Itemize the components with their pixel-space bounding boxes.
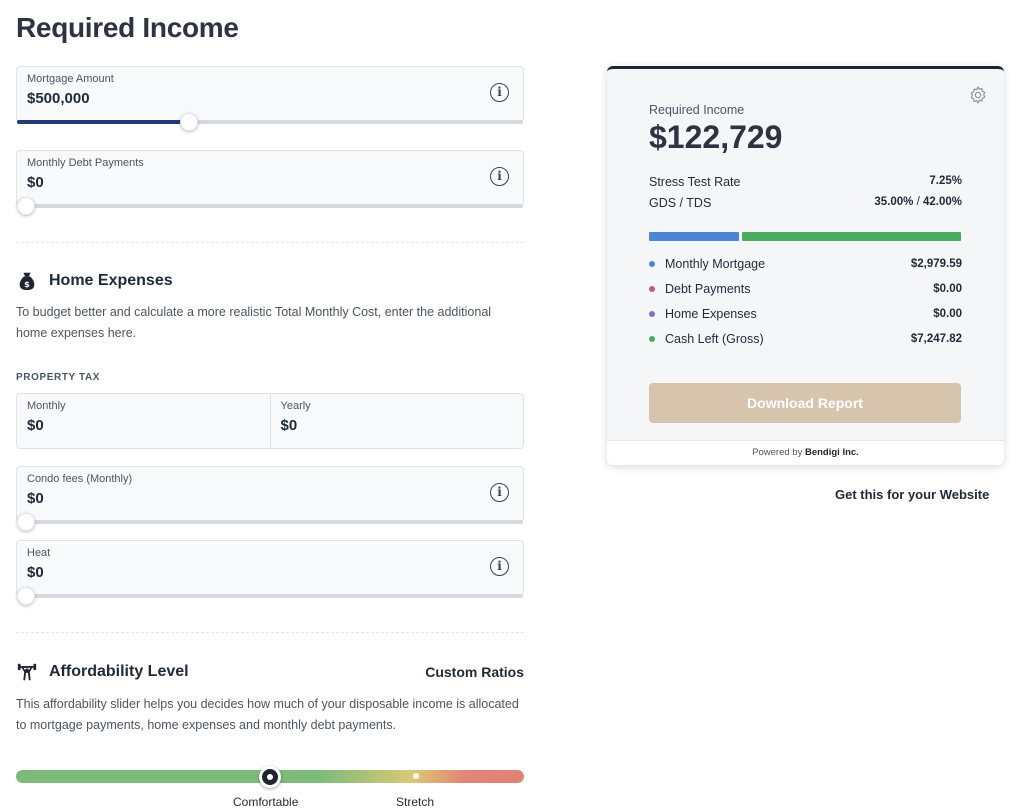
heat-value[interactable]: $0 xyxy=(27,564,44,581)
stretch-marker[interactable] xyxy=(413,773,419,779)
comfortable-label: Comfortable xyxy=(233,795,299,809)
stretch-label: Stretch xyxy=(396,795,435,809)
home-expenses-description: To budget better and calculate a more re… xyxy=(16,305,492,340)
page-title: Required Income xyxy=(16,12,239,43)
info-icon[interactable]: i xyxy=(490,483,509,502)
gds-value: 35.00% xyxy=(874,196,914,208)
mortgage-slider-thumb[interactable] xyxy=(180,113,199,131)
budget-bar-segment-0 xyxy=(649,232,739,241)
property-tax-yearly-label: Yearly xyxy=(280,400,311,412)
home-expenses-heading: $ Home Expenses xyxy=(16,270,173,292)
section-divider xyxy=(16,242,524,243)
stress-test-label: Stress Test Rate xyxy=(649,175,741,189)
monthly-debt-slider-thumb[interactable] xyxy=(17,197,35,215)
legend-row-home-expenses: Home Expenses $0.00 xyxy=(649,307,962,321)
powered-by-prefix: Powered by xyxy=(752,447,803,458)
monthly-debt-field[interactable]: Monthly Debt Payments $0 i xyxy=(16,150,524,215)
property-tax-fields: Monthly $0 Yearly $0 xyxy=(16,393,524,449)
affordability-slider-thumb[interactable] xyxy=(259,766,281,788)
heat-field[interactable]: Heat $0 i xyxy=(16,540,524,605)
gds-tds-label: GDS / TDS xyxy=(649,196,712,210)
legend-value: $0.00 xyxy=(933,283,962,295)
heat-slider[interactable] xyxy=(17,587,523,605)
legend-dot xyxy=(649,286,655,292)
mortgage-amount-value[interactable]: $500,000 xyxy=(27,90,90,107)
stress-test-value: 7.25% xyxy=(929,175,962,187)
legend-row-monthly-mortgage: Monthly Mortgage $2,979.59 xyxy=(649,257,962,271)
mortgage-slider-fill xyxy=(17,120,190,124)
legend-label: Cash Left (Gross) xyxy=(665,332,764,346)
home-expenses-title: Home Expenses xyxy=(49,272,173,289)
info-icon[interactable]: i xyxy=(490,167,509,186)
legend-value: $7,247.82 xyxy=(910,333,962,345)
gear-icon[interactable] xyxy=(968,85,988,105)
condo-fees-slider[interactable] xyxy=(17,513,523,531)
mortgage-amount-label: Mortgage Amount xyxy=(27,73,114,85)
info-icon[interactable]: i xyxy=(490,83,509,102)
legend-label: Debt Payments xyxy=(665,282,751,296)
info-icon[interactable]: i xyxy=(490,557,509,576)
legend-label: Home Expenses xyxy=(665,307,757,321)
powered-by-footer: Powered by Bendigi Inc. xyxy=(607,440,1004,465)
property-tax-heading: PROPERTY TAX xyxy=(16,372,101,383)
stress-test-row: Stress Test Rate 7.25% xyxy=(649,175,962,189)
legend-dot xyxy=(649,311,655,317)
results-card: Required Income $122,729 Stress Test Rat… xyxy=(607,66,1004,465)
affordability-description: This affordability slider helps you deci… xyxy=(16,697,519,732)
download-report-button[interactable]: Download Report xyxy=(649,383,961,423)
money-bag-icon: $ xyxy=(19,272,35,291)
monthly-debt-value[interactable]: $0 xyxy=(27,174,44,191)
mortgage-amount-slider[interactable] xyxy=(17,113,523,131)
property-tax-monthly-field[interactable]: Monthly $0 xyxy=(17,394,270,448)
condo-fees-slider-thumb[interactable] xyxy=(17,513,35,531)
legend-value: $0.00 xyxy=(933,308,962,320)
gds-tds-separator: / xyxy=(916,196,920,208)
property-tax-monthly-value[interactable]: $0 xyxy=(27,417,44,434)
required-income-caption: Required Income xyxy=(649,103,745,117)
legend-row-debt-payments: Debt Payments $0.00 xyxy=(649,282,962,296)
condo-fees-label: Condo fees (Monthly) xyxy=(27,473,133,485)
condo-fees-value[interactable]: $0 xyxy=(27,490,44,507)
monthly-debt-slider[interactable] xyxy=(17,197,523,215)
section-divider xyxy=(16,632,524,633)
heat-label: Heat xyxy=(27,547,51,559)
property-tax-yearly-value[interactable]: $0 xyxy=(280,417,298,434)
powered-by-brand[interactable]: Bendigi Inc. xyxy=(804,447,859,458)
get-this-for-website-link[interactable]: Get this for your Website xyxy=(835,487,990,502)
legend-row-cash-left: Cash Left (Gross) $7,247.82 xyxy=(649,332,962,346)
legend-label: Monthly Mortgage xyxy=(665,257,766,271)
legend-dot xyxy=(649,261,655,267)
property-tax-yearly-field[interactable]: Yearly $0 xyxy=(269,394,524,448)
condo-fees-field[interactable]: Condo fees (Monthly) $0 i xyxy=(16,466,524,531)
budget-breakdown-bar xyxy=(649,232,961,241)
legend-value: $2,979.59 xyxy=(910,258,962,270)
affordability-title: Affordability Level xyxy=(49,663,189,680)
property-tax-monthly-label: Monthly xyxy=(27,400,66,412)
custom-ratios-link[interactable]: Custom Ratios xyxy=(425,664,524,680)
tds-value: 42.00% xyxy=(922,196,962,208)
mortgage-amount-field[interactable]: Mortgage Amount $500,000 i xyxy=(16,66,524,131)
weightlifter-icon xyxy=(17,663,37,681)
legend-dot xyxy=(649,336,655,342)
heat-slider-thumb[interactable] xyxy=(17,587,35,605)
monthly-debt-label: Monthly Debt Payments xyxy=(27,157,144,169)
required-income-amount: $122,729 xyxy=(649,119,783,155)
gds-tds-value: 35.00% / 42.00% xyxy=(874,196,962,210)
affordability-heading: Affordability Level xyxy=(16,661,189,683)
gds-tds-row: GDS / TDS 35.00% / 42.00% xyxy=(649,196,962,210)
svg-text:$: $ xyxy=(24,279,30,289)
budget-bar-segment-1 xyxy=(741,232,961,241)
